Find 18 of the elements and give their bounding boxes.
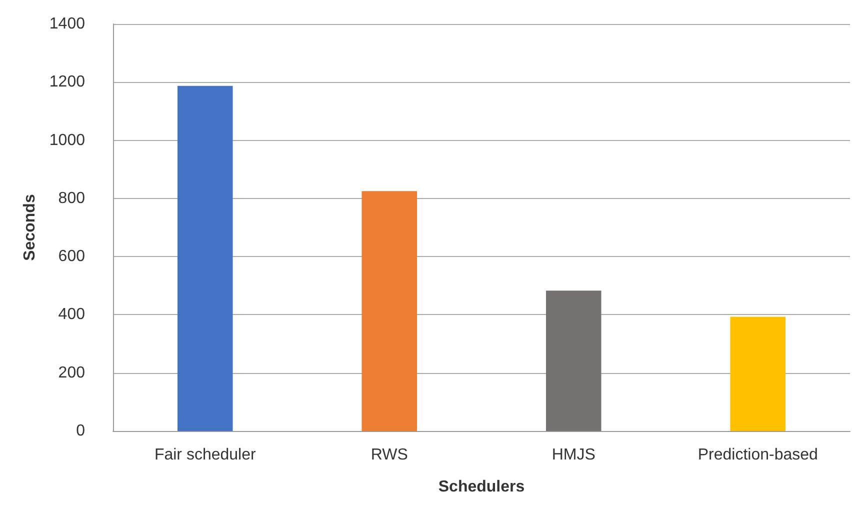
y-tick-label: 0	[76, 422, 86, 440]
x-tick-label: RWS	[370, 446, 408, 464]
y-tick-label: 600	[58, 248, 86, 266]
x-axis-title: Schedulers	[438, 478, 525, 496]
bar	[362, 191, 418, 431]
y-axis-title: Seconds	[22, 194, 38, 261]
y-tick-label: 1000	[49, 132, 86, 149]
x-tick-label: HMJS	[552, 446, 596, 464]
bar	[730, 316, 786, 431]
y-tick-label: 1200	[49, 74, 86, 91]
bar	[546, 290, 602, 431]
x-tick-label: Prediction-based	[698, 446, 818, 464]
y-tick-label: 1400	[49, 16, 86, 32]
y-tick-label: 400	[58, 306, 86, 324]
bar	[177, 86, 233, 431]
y-tick-label: 200	[58, 364, 86, 382]
y-tick-label: 800	[58, 190, 86, 207]
x-tick-label: Fair scheduler	[154, 446, 256, 464]
